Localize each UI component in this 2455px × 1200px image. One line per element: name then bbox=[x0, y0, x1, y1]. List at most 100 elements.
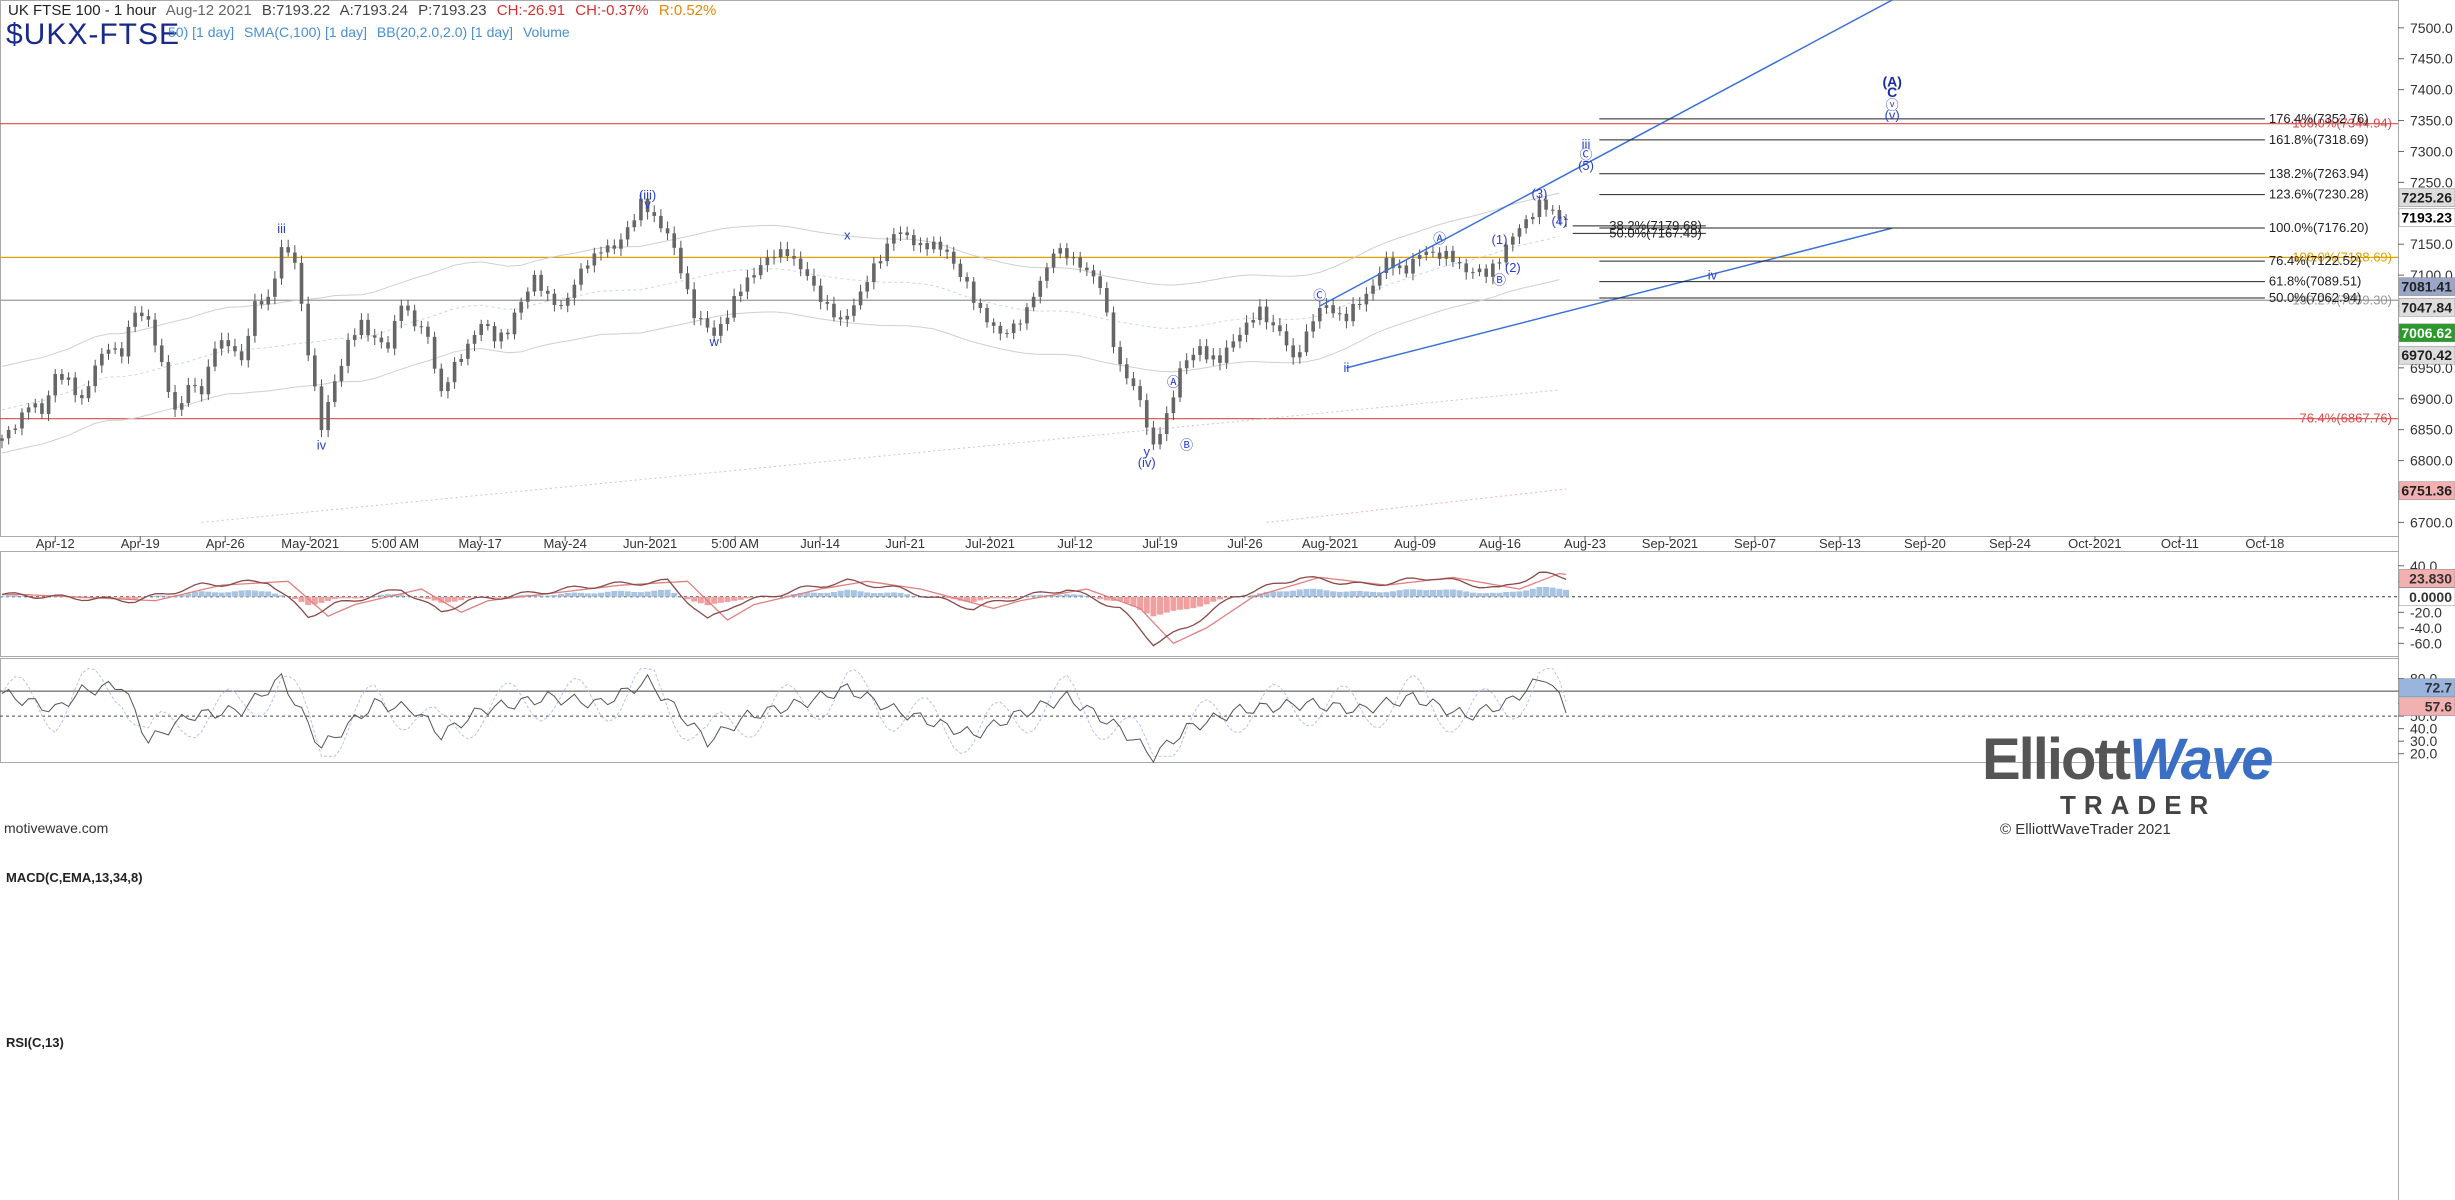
macd-histogram-bar bbox=[365, 596, 372, 598]
time-tick-label: 5:00 AM bbox=[711, 536, 759, 551]
macd-histogram-bar bbox=[1409, 589, 1416, 597]
price-bar-body bbox=[492, 326, 497, 342]
wave-label: iv bbox=[1708, 267, 1718, 282]
macd-title: MACD(C,EMA,13,34,8) bbox=[6, 870, 143, 885]
price-bar-body bbox=[0, 438, 4, 441]
macd-histogram-bar bbox=[964, 596, 971, 602]
macd-histogram-bar bbox=[624, 591, 631, 597]
macd-histogram-bar bbox=[424, 596, 431, 600]
price-bar-body bbox=[1085, 267, 1089, 271]
macd-histogram-bar bbox=[1070, 594, 1077, 597]
macd-histogram-bar bbox=[837, 590, 844, 597]
macd-histogram-bar bbox=[198, 591, 205, 597]
macd-histogram-bar bbox=[1476, 593, 1483, 597]
macd-histogram-bar bbox=[877, 593, 884, 597]
macd-histogram-bar bbox=[598, 592, 604, 597]
macd-histogram-bar bbox=[657, 589, 664, 597]
price-badge-label: 7193.23 bbox=[2401, 209, 2452, 225]
indicator-volume[interactable]: Volume bbox=[522, 24, 570, 40]
macd-histogram-bar bbox=[258, 591, 265, 597]
price-bar-body bbox=[745, 277, 750, 292]
macd-histogram-bar bbox=[1503, 591, 1510, 597]
sma-red-line bbox=[1266, 488, 1567, 523]
time-tick-label: Apr-19 bbox=[121, 536, 160, 551]
macd-histogram-bar bbox=[238, 590, 245, 597]
price-bar-body bbox=[253, 301, 257, 336]
macd-histogram-bar bbox=[18, 595, 25, 597]
time-tick-label: Aug-2021 bbox=[1302, 536, 1358, 551]
price-bar-body bbox=[1098, 276, 1102, 288]
indicator-ma[interactable]: 50) [1 day] bbox=[168, 24, 235, 40]
price-bar-body bbox=[752, 275, 756, 278]
horizontal-level-label: 138.2%(7059.30) bbox=[2292, 292, 2392, 307]
macd-histogram-bar bbox=[711, 596, 718, 604]
price-bar-body bbox=[446, 382, 450, 392]
price-tick-label: 7350.0 bbox=[2410, 113, 2453, 129]
price-bar-body bbox=[40, 403, 44, 414]
price-tick-label: 7250.0 bbox=[2410, 174, 2453, 190]
price-badge bbox=[2398, 345, 2455, 365]
macd-histogram-bar bbox=[218, 592, 225, 597]
macd-histogram-bar bbox=[125, 596, 132, 600]
price-bar-body bbox=[60, 373, 64, 380]
price-bar-body bbox=[226, 340, 231, 347]
price-bar-body bbox=[1331, 305, 1335, 314]
price-bar-body bbox=[925, 243, 929, 250]
price-bar-body bbox=[86, 386, 91, 399]
indicator-sma[interactable]: SMA(C,100) [1 day] bbox=[244, 24, 367, 40]
macd-histogram-bar bbox=[431, 596, 438, 601]
price-bar-body bbox=[612, 245, 617, 249]
macd-tick-label: -20.0 bbox=[2410, 604, 2442, 620]
price-bar-body bbox=[273, 278, 277, 297]
price-bar-body bbox=[965, 276, 969, 282]
price-bar-body bbox=[1111, 312, 1116, 348]
price-bar-body bbox=[818, 285, 823, 303]
macd-histogram-bar bbox=[1103, 596, 1110, 601]
indicator-bb[interactable]: BB(20,2.0,2.0) [1 day] bbox=[376, 24, 514, 40]
price-badge-label: 7006.62 bbox=[2401, 325, 2452, 341]
header-date: Aug-12 2021 bbox=[165, 2, 252, 19]
price-bar-body bbox=[1078, 257, 1082, 268]
price-bar-body bbox=[679, 247, 683, 274]
price-bar-body bbox=[399, 305, 404, 321]
wave-label: Ⓐ bbox=[1433, 231, 1446, 246]
macd-histogram-bar bbox=[132, 596, 139, 600]
macd-histogram-bar bbox=[1177, 596, 1184, 610]
price-bar-body bbox=[592, 253, 597, 266]
macd-histogram-bar bbox=[844, 589, 851, 597]
macd-histogram-bar bbox=[890, 592, 897, 597]
time-tick-label: Sep-13 bbox=[1819, 536, 1861, 551]
macd-histogram-bar bbox=[1336, 591, 1343, 597]
price-bar-body bbox=[1371, 285, 1375, 294]
price-tick-label: 6900.0 bbox=[2410, 391, 2453, 407]
time-tick-label: Aug-23 bbox=[1564, 536, 1606, 551]
price-bar-body bbox=[1271, 322, 1276, 326]
price-tick-label: 7150.0 bbox=[2410, 236, 2453, 252]
price-bar-body bbox=[332, 381, 337, 403]
price-bar-body bbox=[499, 332, 503, 342]
macd-histogram-bar bbox=[531, 595, 538, 597]
price-bar-body bbox=[259, 301, 264, 305]
price-bar-body bbox=[506, 332, 510, 335]
header-change: CH:-26.91 bbox=[496, 2, 566, 19]
macd-histogram-bar bbox=[1529, 588, 1536, 597]
macd-histogram-bar bbox=[724, 596, 731, 603]
price-bar-body bbox=[1504, 244, 1508, 263]
macd-histogram-bar bbox=[511, 596, 518, 597]
time-tick-label: 5:00 AM bbox=[371, 536, 419, 551]
price-bar-body bbox=[785, 249, 790, 257]
price-bar-body bbox=[692, 289, 696, 319]
macd-histogram-bar bbox=[1489, 592, 1496, 597]
price-bar-body bbox=[585, 265, 590, 269]
macd-histogram-bar bbox=[418, 596, 425, 599]
symbol-label: $UKX-FTSE bbox=[6, 18, 181, 51]
macd-histogram-bar bbox=[38, 596, 45, 598]
fib-label: 61.8%(7089.51) bbox=[2269, 274, 2362, 289]
price-bar-body bbox=[1238, 334, 1242, 342]
macd-histogram-bar bbox=[1163, 596, 1170, 613]
macd-histogram-bar bbox=[1130, 596, 1137, 607]
price-bar-body bbox=[146, 316, 151, 320]
price-bar-body bbox=[1471, 272, 1475, 274]
macd-histogram-bar bbox=[737, 596, 744, 600]
